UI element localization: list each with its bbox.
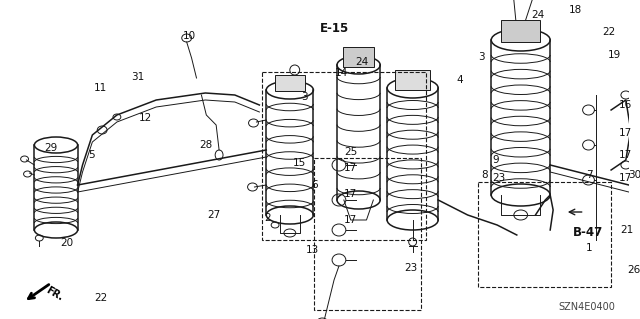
Text: 31: 31	[131, 72, 144, 82]
Bar	[479, 182, 611, 287]
Text: 17: 17	[620, 150, 632, 160]
Text: SZN4E0400: SZN4E0400	[558, 302, 615, 312]
Text: 17: 17	[344, 163, 357, 173]
Bar	[501, 20, 540, 42]
Text: 17: 17	[344, 215, 357, 225]
Text: 2: 2	[264, 213, 271, 223]
Text: 9: 9	[493, 155, 499, 165]
Text: 28: 28	[200, 140, 213, 150]
Bar	[314, 158, 420, 310]
Text: 4: 4	[456, 75, 463, 85]
Text: 17: 17	[620, 128, 632, 138]
Text: 17: 17	[620, 173, 632, 183]
Text: 25: 25	[344, 147, 357, 157]
Text: FR.: FR.	[44, 285, 65, 303]
Text: 19: 19	[607, 50, 621, 60]
Text: 14: 14	[335, 68, 349, 78]
Bar	[395, 70, 430, 90]
Bar	[262, 72, 426, 240]
Text: 15: 15	[293, 158, 307, 168]
Text: 5: 5	[88, 150, 95, 160]
Text: B-47: B-47	[572, 226, 603, 239]
Text: 3: 3	[301, 92, 308, 102]
Text: 10: 10	[183, 31, 196, 41]
Bar	[275, 75, 305, 91]
Text: 27: 27	[207, 210, 221, 220]
Text: 7: 7	[586, 170, 593, 180]
Text: 29: 29	[44, 143, 58, 153]
Text: E-15: E-15	[319, 21, 349, 34]
Text: 16: 16	[620, 100, 632, 110]
Text: 3: 3	[478, 52, 484, 62]
Text: 1: 1	[586, 243, 593, 253]
Text: 24: 24	[531, 10, 544, 20]
Text: 30: 30	[628, 170, 640, 180]
Text: 11: 11	[93, 83, 107, 93]
Bar	[343, 47, 374, 67]
Text: 22: 22	[95, 293, 108, 303]
Text: 23: 23	[492, 173, 506, 183]
Text: 13: 13	[306, 245, 319, 255]
Text: 18: 18	[569, 5, 582, 15]
Text: 17: 17	[344, 189, 357, 199]
Text: 22: 22	[602, 27, 616, 37]
Text: 8: 8	[481, 170, 488, 180]
Text: 12: 12	[139, 113, 152, 123]
Text: 20: 20	[60, 238, 74, 248]
Text: 26: 26	[627, 265, 640, 275]
Text: 24: 24	[355, 57, 368, 67]
Text: 21: 21	[620, 225, 634, 235]
Text: 23: 23	[404, 263, 417, 273]
Text: 6: 6	[311, 180, 317, 190]
